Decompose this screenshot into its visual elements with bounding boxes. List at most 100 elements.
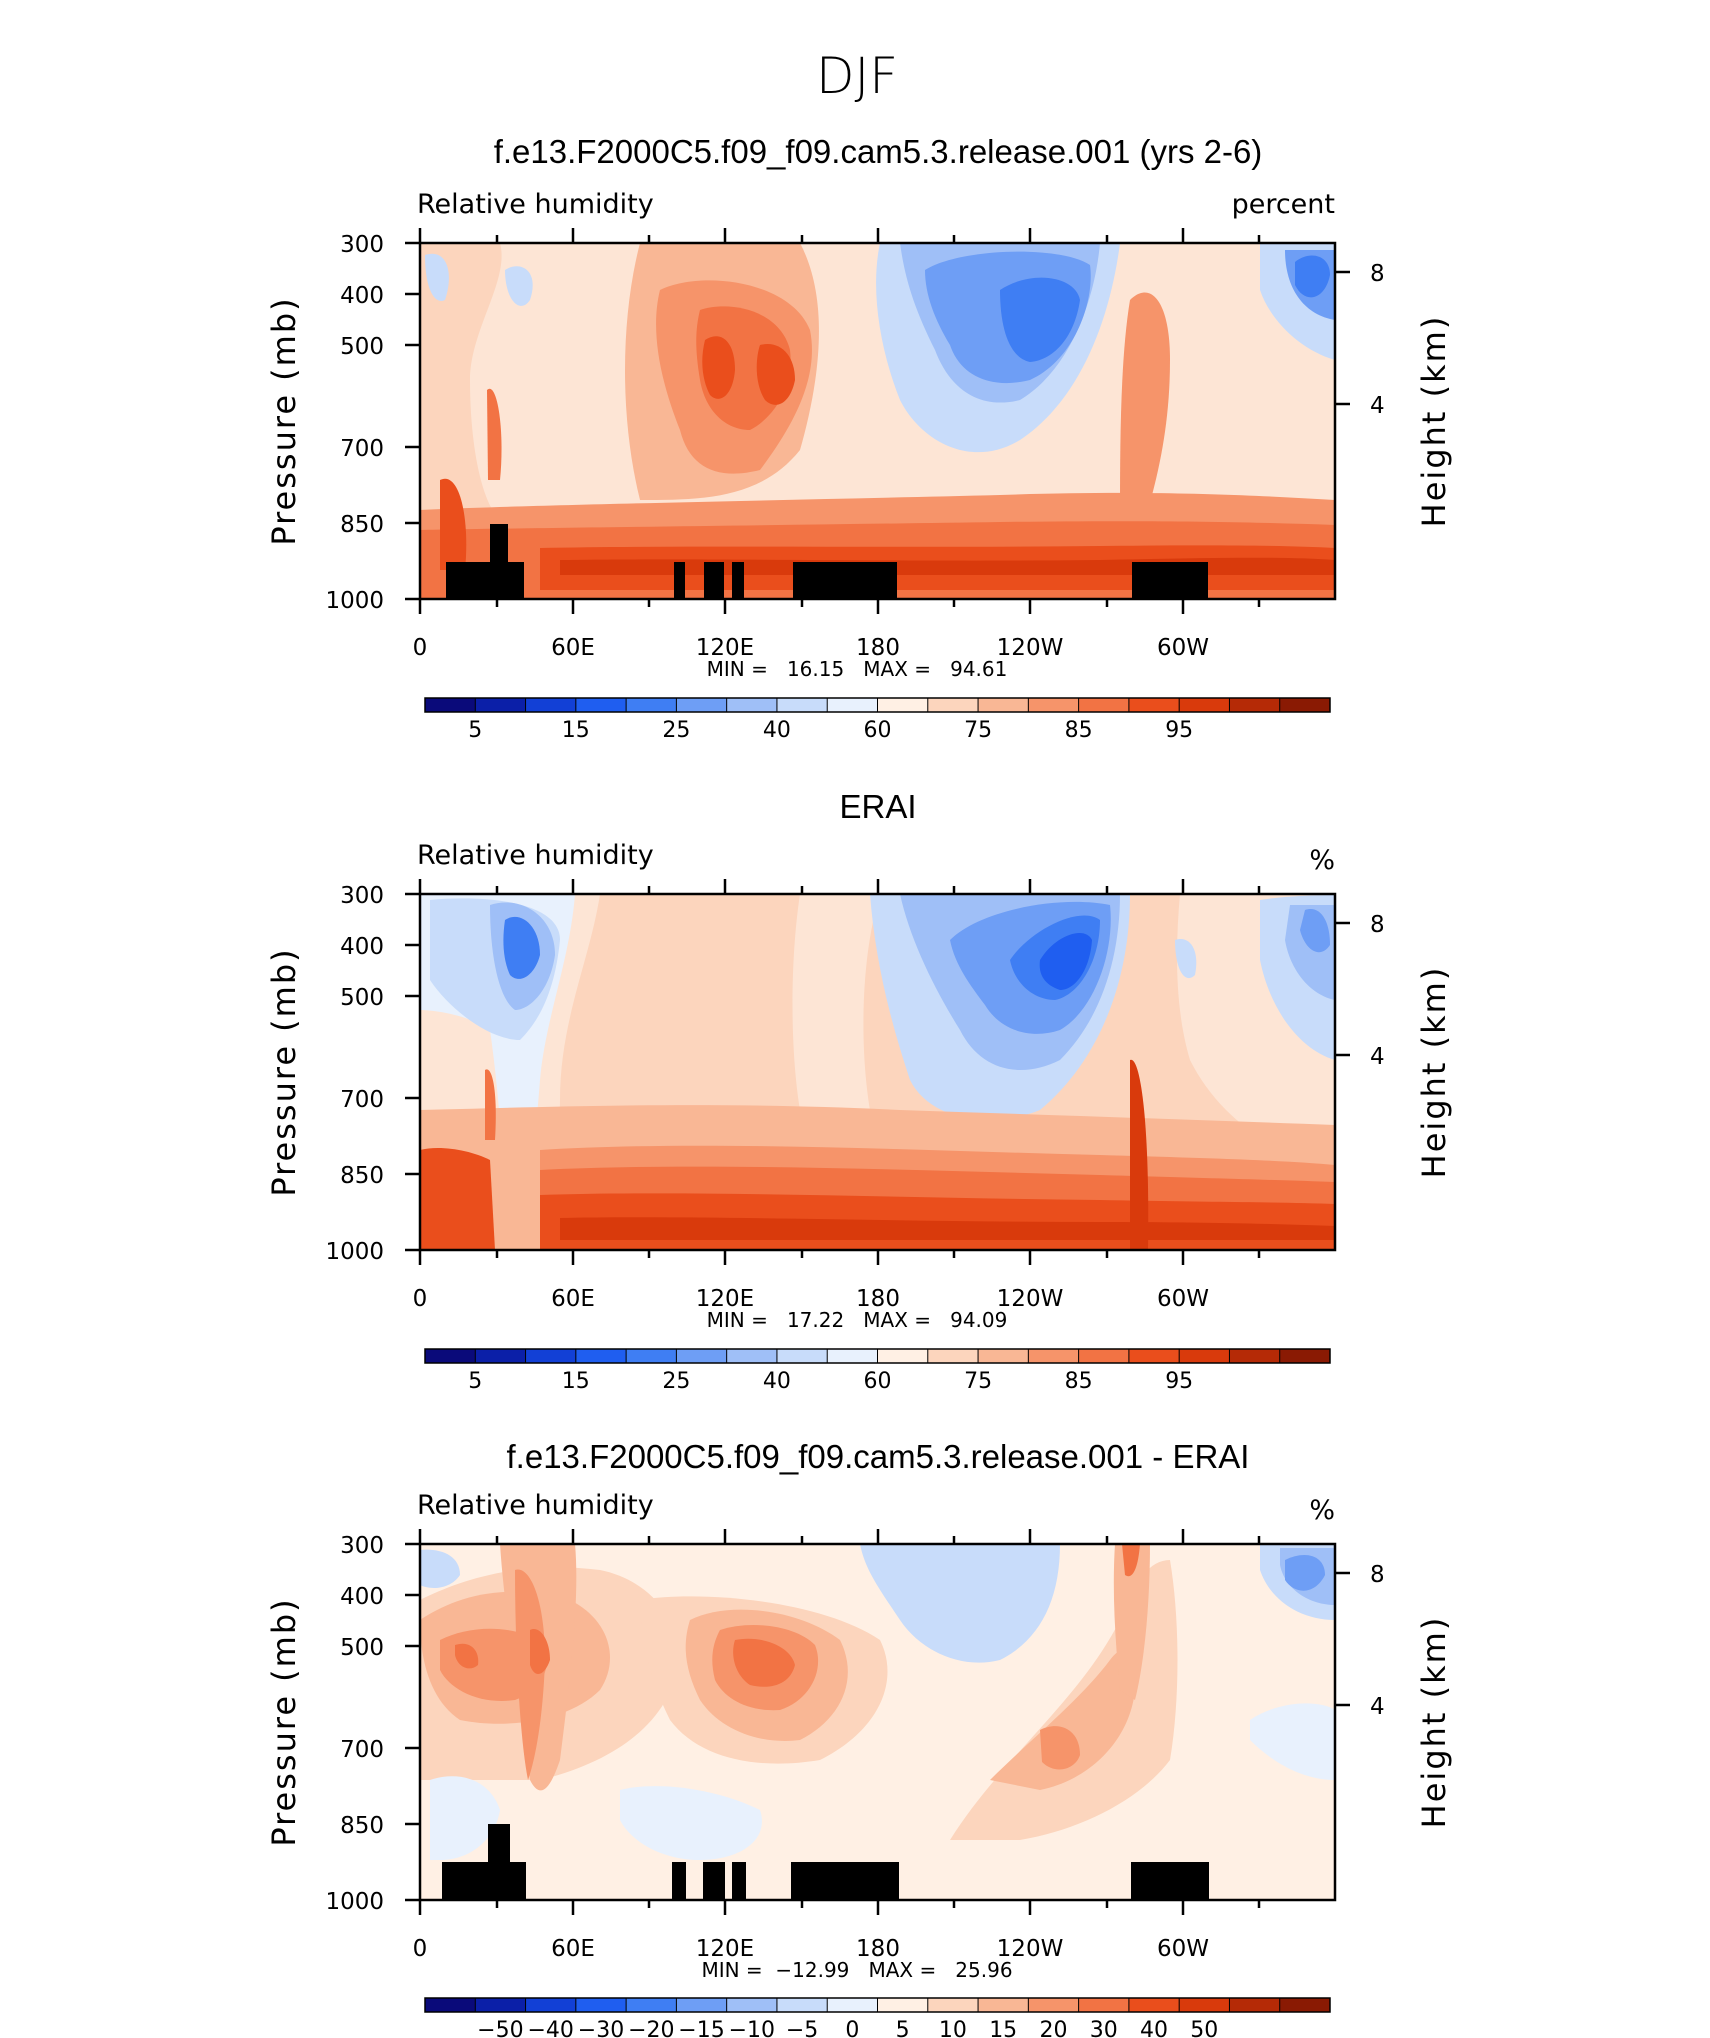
colorbar-swatch bbox=[776, 1349, 828, 1363]
tick-label: 120W bbox=[997, 1936, 1064, 1962]
tick-label: 60E bbox=[551, 1936, 595, 1962]
contour-band-75-east bbox=[1120, 292, 1170, 520]
contour-band-10-d bbox=[990, 1650, 1135, 1790]
contour-band-neg5-e bbox=[1250, 1703, 1335, 1780]
colorbar-label: 25 bbox=[662, 1369, 690, 1394]
tick-label: 60E bbox=[551, 1286, 595, 1312]
y-right-tick-labels: 8 4 bbox=[1370, 912, 1385, 1070]
contour-band-20-east bbox=[1295, 255, 1330, 298]
colorbar-swatch bbox=[1279, 1998, 1331, 2012]
colorbar-swatch bbox=[1078, 1349, 1130, 1363]
colorbar: 5 15 25 40 60 75 85 95 bbox=[424, 697, 1331, 743]
colorbar-swatch bbox=[1229, 1349, 1281, 1363]
colorbar-label: −20 bbox=[628, 2018, 674, 2038]
contour-band-40-west bbox=[425, 253, 449, 301]
min-max-stats: MIN = −12.99 MAX = 25.96 bbox=[701, 1958, 1012, 1982]
tick-label: 4 bbox=[1370, 393, 1385, 419]
colorbar-swatch bbox=[927, 1349, 979, 1363]
min-max-stats: MIN = 16.15 MAX = 94.61 bbox=[707, 657, 1008, 681]
tick-label: 500 bbox=[340, 985, 384, 1011]
tick-label: 300 bbox=[340, 1533, 384, 1559]
axis-ticks bbox=[405, 1529, 1350, 1915]
tick-label: 400 bbox=[340, 283, 384, 309]
panel-title: f.e13.F2000C5.f09_f09.cam5.3.release.001… bbox=[507, 1438, 1250, 1475]
contour-field bbox=[420, 894, 1335, 1250]
colorbar-label: −30 bbox=[578, 2018, 624, 2038]
tick-label: 500 bbox=[340, 334, 384, 360]
tick-label: 300 bbox=[340, 883, 384, 909]
colorbar-swatch bbox=[1179, 698, 1230, 712]
colorbar-swatch bbox=[626, 698, 677, 712]
colorbar-swatch bbox=[776, 698, 828, 712]
colorbar-swatch bbox=[726, 1349, 778, 1363]
colorbar-label: 40 bbox=[763, 718, 791, 743]
tick-label: 180 bbox=[856, 1936, 900, 1962]
contour-band-20 bbox=[733, 1638, 795, 1687]
colorbar: −50 −40 −30 −20 −15 −10 −5 0 5 10 15 20 30 40 50 bbox=[424, 1997, 1331, 2038]
tick-label: 120W bbox=[997, 635, 1064, 661]
colorbar-label: 85 bbox=[1065, 718, 1093, 743]
tick-label: 8 bbox=[1370, 912, 1385, 938]
tick-label: 8 bbox=[1370, 261, 1385, 287]
contour-band-10-e bbox=[1113, 1544, 1150, 1700]
colorbar-label: 75 bbox=[964, 1369, 992, 1394]
colorbar-swatch bbox=[978, 1349, 1029, 1363]
colorbar-swatch bbox=[626, 1998, 677, 2012]
colorbar-label: 95 bbox=[1165, 1369, 1193, 1394]
colorbar-swatch bbox=[575, 1349, 627, 1363]
tick-label: 60W bbox=[1157, 1286, 1209, 1312]
y-right-tick-labels: 8 4 bbox=[1370, 1562, 1385, 1720]
contour-band-60-b bbox=[792, 894, 880, 1110]
colorbar-swatch bbox=[525, 1998, 577, 2012]
y-left-title: Pressure (mb) bbox=[265, 947, 303, 1196]
y-right-tick-labels: 8 4 bbox=[1370, 261, 1385, 419]
colorbar-label: −50 bbox=[477, 2018, 523, 2038]
colorbar-swatch bbox=[1028, 1998, 1080, 2012]
colorbar-label: −15 bbox=[678, 2018, 724, 2038]
colorbar-label: 40 bbox=[1140, 2018, 1168, 2038]
contour-band-15-b bbox=[515, 1569, 545, 1780]
colorbar-swatch bbox=[1229, 698, 1281, 712]
colorbar-swatch bbox=[978, 698, 1029, 712]
tick-label: 700 bbox=[340, 1737, 384, 1763]
colorbar-swatch bbox=[525, 1349, 577, 1363]
tick-label: 4 bbox=[1370, 1694, 1385, 1720]
colorbar-swatch bbox=[1028, 1349, 1080, 1363]
contour-band-40-mid bbox=[1175, 939, 1197, 979]
colorbar-swatch bbox=[425, 698, 476, 712]
contour-band-neg5-f bbox=[420, 1549, 460, 1588]
tick-label: 60W bbox=[1157, 635, 1209, 661]
contour-band-60 bbox=[420, 243, 502, 520]
colorbar-swatch bbox=[1229, 1998, 1281, 2012]
min-max-stats: MIN = 17.22 MAX = 94.09 bbox=[707, 1308, 1008, 1332]
units-label: percent bbox=[1232, 189, 1335, 220]
x-tick-labels: 0 60E 120E 180 120W 60W bbox=[413, 635, 1209, 661]
colorbar-label: 30 bbox=[1090, 2018, 1118, 2038]
colorbar-swatch bbox=[475, 698, 527, 712]
colorbar-swatch bbox=[1078, 1998, 1130, 2012]
tick-label: 120E bbox=[696, 1936, 754, 1962]
colorbar-label: 15 bbox=[562, 718, 590, 743]
colorbar-swatch bbox=[575, 698, 627, 712]
contour-band-25 bbox=[503, 916, 540, 979]
colorbar-swatch bbox=[927, 698, 979, 712]
colorbar-label: 40 bbox=[763, 1369, 791, 1394]
contour-band-85b bbox=[756, 344, 795, 405]
colorbar-swatch bbox=[1128, 1998, 1180, 2012]
contour-band-90-low bbox=[560, 1217, 1335, 1240]
units-label: % bbox=[1309, 1495, 1335, 1526]
tick-label: 300 bbox=[340, 232, 384, 258]
colorbar-swatch bbox=[475, 1349, 527, 1363]
contour-band-15-pac bbox=[1039, 932, 1092, 990]
colorbar-label: 60 bbox=[864, 1369, 892, 1394]
colorbar-label: 15 bbox=[562, 1369, 590, 1394]
colorbar-swatch bbox=[1028, 698, 1080, 712]
axis-ticks bbox=[405, 879, 1350, 1265]
y-left-title: Pressure (mb) bbox=[265, 1597, 303, 1846]
colorbar-swatch bbox=[1279, 1349, 1331, 1363]
colorbar-swatch bbox=[475, 1998, 527, 2012]
tick-label: 180 bbox=[856, 1286, 900, 1312]
contour-band-neg5 bbox=[860, 1544, 1060, 1663]
y-left-title: Pressure (mb) bbox=[265, 296, 303, 545]
contour-field bbox=[420, 1544, 1335, 1900]
